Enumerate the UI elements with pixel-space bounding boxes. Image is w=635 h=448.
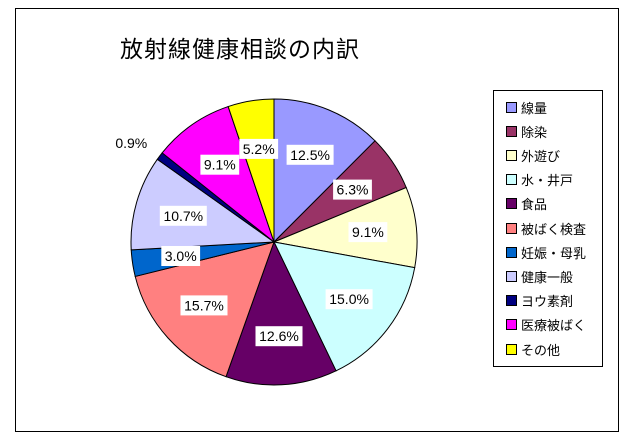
legend: 線量除染外遊び水・井戸食品被ばく検査妊娠・母乳健康一般ヨウ素剤医療被ばくその他 [493, 90, 603, 367]
legend-item: 妊娠・母乳 [506, 242, 586, 262]
pie-slice [273, 98, 376, 244]
legend-swatch [506, 149, 517, 161]
legend-swatch [506, 198, 517, 210]
legend-label: 除染 [521, 125, 548, 141]
svg-text:15.0%: 15.0% [329, 291, 369, 307]
legend-label: 医療被ばく [521, 319, 587, 335]
legend-item: 除染 [506, 121, 547, 141]
legend-label: 食品 [521, 198, 548, 214]
legend-item: 医療被ばく [506, 315, 586, 335]
data-label: 9.1% [200, 154, 240, 175]
pie-slice [130, 158, 276, 251]
legend-item: ヨウ素剤 [506, 291, 573, 311]
svg-text:9.1%: 9.1% [352, 224, 384, 240]
data-label: 12.5% [286, 144, 334, 165]
svg-text:12.5%: 12.5% [290, 147, 330, 163]
pie-slice [272, 186, 418, 269]
legend-swatch [506, 222, 517, 234]
legend-swatch [506, 270, 517, 282]
svg-text:5.2%: 5.2% [243, 141, 275, 157]
svg-text:10.7%: 10.7% [163, 208, 203, 224]
data-label: 12.6% [255, 326, 303, 347]
legend-label: 外遊び [521, 149, 561, 165]
svg-text:3.0%: 3.0% [165, 248, 197, 264]
legend-label: 妊娠・母乳 [521, 246, 587, 262]
legend-item: 線量 [506, 97, 547, 117]
legend-swatch [506, 295, 517, 307]
data-label: 9.1% [348, 222, 388, 243]
legend-swatch [506, 246, 517, 258]
data-label: 15.0% [325, 289, 373, 310]
svg-text:12.6%: 12.6% [259, 328, 299, 344]
data-label: 10.7% [159, 205, 207, 226]
svg-text:0.9%: 0.9% [115, 135, 147, 151]
legend-item: その他 [506, 339, 560, 359]
pie-slice [227, 98, 275, 243]
legend-label: その他 [521, 343, 561, 359]
svg-text:15.7%: 15.7% [184, 297, 224, 313]
legend-label: 健康一般 [521, 270, 574, 286]
legend-swatch [506, 174, 517, 186]
legend-label: ヨウ素剤 [521, 295, 574, 311]
chart-title: 放射線健康相談の内訳 [120, 37, 360, 63]
legend-label: 被ばく検査 [521, 222, 587, 238]
legend-item: 食品 [506, 194, 547, 214]
data-label: 3.0% [161, 246, 201, 266]
legend-swatch [506, 101, 517, 113]
data-label: 5.2% [239, 138, 279, 159]
legend-swatch [506, 319, 517, 331]
legend-item: 被ばく検査 [506, 218, 586, 238]
data-label: 15.7% [180, 295, 228, 316]
data-label: 6.3% [333, 179, 372, 200]
legend-item: 健康一般 [506, 266, 573, 286]
svg-text:9.1%: 9.1% [204, 157, 236, 173]
pie-slice [225, 240, 337, 386]
legend-swatch [506, 125, 517, 137]
legend-label: 線量 [521, 101, 548, 117]
legend-swatch [506, 343, 517, 355]
svg-text:6.3%: 6.3% [337, 182, 369, 198]
legend-item: 水・井戸 [506, 170, 573, 190]
data-label: 0.9% [115, 135, 147, 151]
legend-item: 外遊び [506, 145, 560, 165]
legend-label: 水・井戸 [521, 174, 574, 190]
